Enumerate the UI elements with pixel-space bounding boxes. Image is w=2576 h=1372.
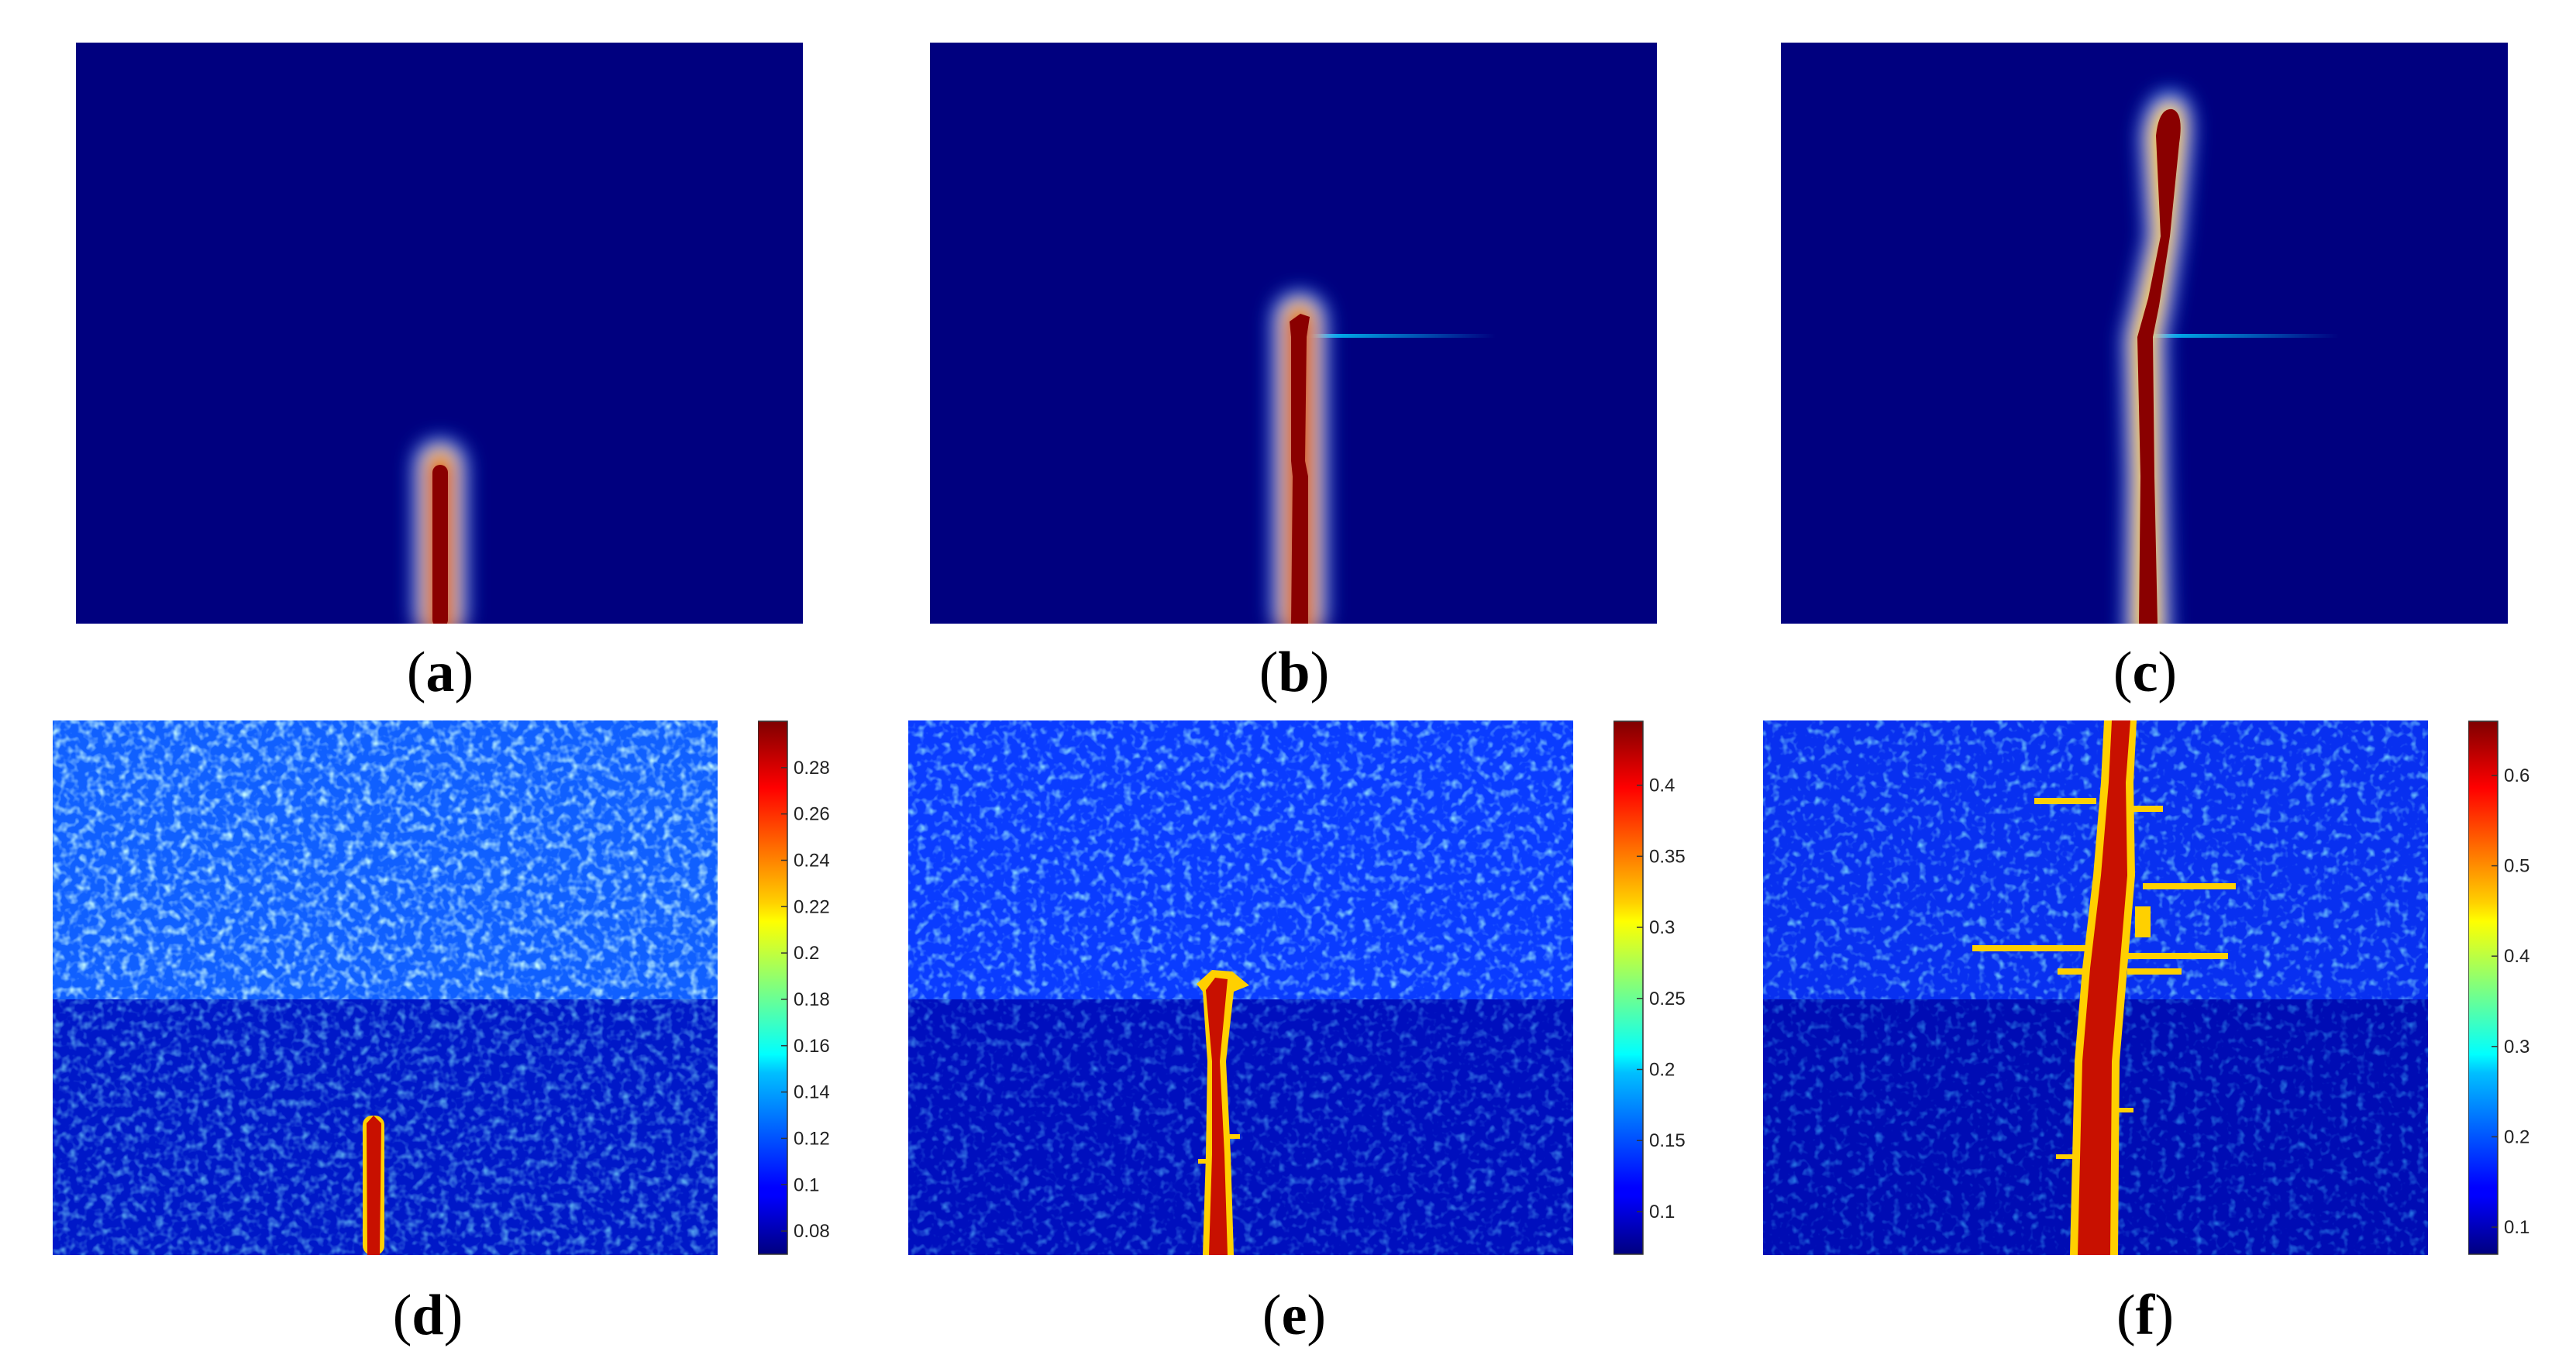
panel-b-image — [930, 43, 1657, 624]
panel-f-image — [1763, 720, 2428, 1255]
caption-f: (f) — [2116, 1284, 2174, 1347]
colorbar-tick-label: 0.4 — [2504, 946, 2530, 967]
colorbar-tick-label: 0.12 — [794, 1128, 830, 1149]
colorbar-tick-label: 0.1 — [794, 1174, 819, 1195]
colorbar-tick-label: 0.3 — [1649, 917, 1675, 938]
colorbar-tick-label: 0.25 — [1649, 989, 1686, 1009]
colorbar-tick-label: 0.1 — [1649, 1202, 1675, 1222]
colorbar-tick-label: 0.6 — [2504, 765, 2530, 786]
colorbar-tick-label: 0.24 — [794, 850, 830, 871]
colorbar-tick-label: 0.14 — [794, 1082, 830, 1103]
caption-a: (a) — [406, 641, 474, 704]
colorbar-tick-label: 0.15 — [1649, 1130, 1686, 1151]
colorbar-tick-label: 0.28 — [794, 758, 830, 779]
colorbar-tick-label: 0.2 — [2504, 1126, 2530, 1147]
colorbar-tick-label: 0.4 — [1649, 775, 1675, 796]
colorbar-tick-label: 0.22 — [794, 896, 830, 917]
caption-e: (e) — [1262, 1284, 1327, 1347]
colorbar-d: 0.08 0.1 0.12 0.14 0.16 0.18 0.2 0.22 0.24 0.26 0.… — [758, 720, 830, 1255]
panel-d-image — [53, 720, 718, 1255]
colorbar-tick-label: 0.3 — [2504, 1037, 2530, 1057]
panel-a-image — [76, 43, 803, 624]
colorbar-tick-label: 0.1 — [2504, 1217, 2530, 1238]
colorbar-f: 0.1 0.2 0.3 0.4 0.5 0.6 — [2468, 720, 2530, 1255]
colorbar-tick-label: 0.08 — [794, 1221, 830, 1242]
colorbar-tick-label: 0.18 — [794, 989, 830, 1010]
panel-c-image — [1781, 43, 2508, 624]
colorbar-tick-label: 0.5 — [2504, 856, 2530, 877]
caption-b: (b) — [1259, 641, 1330, 704]
colorbar-gradient — [758, 720, 788, 1255]
colorbar-e: 0.1 0.15 0.2 0.25 0.3 0.35 0.4 — [1613, 720, 1686, 1255]
colorbar-tick-label: 0.16 — [794, 1036, 830, 1057]
colorbar-gradient — [2468, 720, 2499, 1255]
colorbar-tick-label: 0.2 — [1649, 1059, 1675, 1080]
colorbar-tick-label: 0.2 — [794, 943, 819, 964]
colorbar-tick-label: 0.35 — [1649, 846, 1686, 867]
colorbar-gradient — [1613, 720, 1644, 1255]
caption-c: (c) — [2113, 641, 2178, 704]
caption-d: (d) — [392, 1284, 463, 1347]
colorbar-tick-label: 0.26 — [794, 804, 830, 825]
panel-e-image — [908, 720, 1573, 1255]
